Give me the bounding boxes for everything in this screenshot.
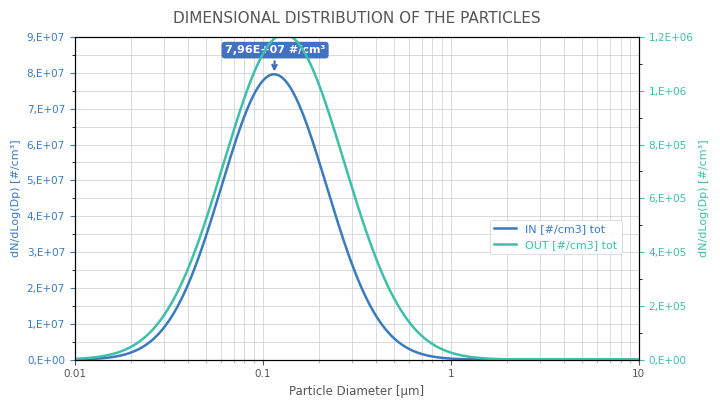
IN [#/cm3] tot [270,72,279,77]
Y-axis label: dN/dLog(Dp) [#/cm³]: dN/dLog(Dp) [#/cm³] [11,139,21,257]
OUT [#/cm3] tot [99,353,108,358]
IN [#/cm3] tot [330,209,338,213]
X-axis label: Particle Diameter [μm]: Particle Diameter [μm] [289,385,424,398]
OUT [#/cm3] tot [618,357,627,362]
IN [#/cm3] tot [71,357,79,362]
IN [#/cm3] tot [618,357,627,362]
Line: OUT [#/cm3] tot: OUT [#/cm3] tot [75,34,639,360]
Legend: IN [#/cm3] tot, OUT [#/cm3] tot: IN [#/cm3] tot, OUT [#/cm3] tot [490,220,622,254]
Y-axis label: dN/dLog(Dp) [#/cm³]: dN/dLog(Dp) [#/cm³] [699,139,709,257]
IN [#/cm3] tot [99,356,108,361]
Text: 7,96E+07 #/cm³: 7,96E+07 #/cm³ [225,45,325,69]
OUT [#/cm3] tot [618,357,626,362]
OUT [#/cm3] tot [634,357,643,362]
OUT [#/cm3] tot [515,357,523,362]
IN [#/cm3] tot [618,357,626,362]
OUT [#/cm3] tot [71,356,79,361]
Title: DIMENSIONAL DISTRIBUTION OF THE PARTICLES: DIMENSIONAL DISTRIBUTION OF THE PARTICLE… [173,11,541,26]
OUT [#/cm3] tot [345,176,354,181]
Line: IN [#/cm3] tot: IN [#/cm3] tot [75,74,639,360]
Text: 1,21E+06 #/cm³: 1,21E+06 #/cm³ [0,408,1,409]
IN [#/cm3] tot [345,254,354,259]
OUT [#/cm3] tot [330,127,338,132]
IN [#/cm3] tot [634,357,643,362]
OUT [#/cm3] tot [279,32,288,37]
IN [#/cm3] tot [515,357,523,362]
